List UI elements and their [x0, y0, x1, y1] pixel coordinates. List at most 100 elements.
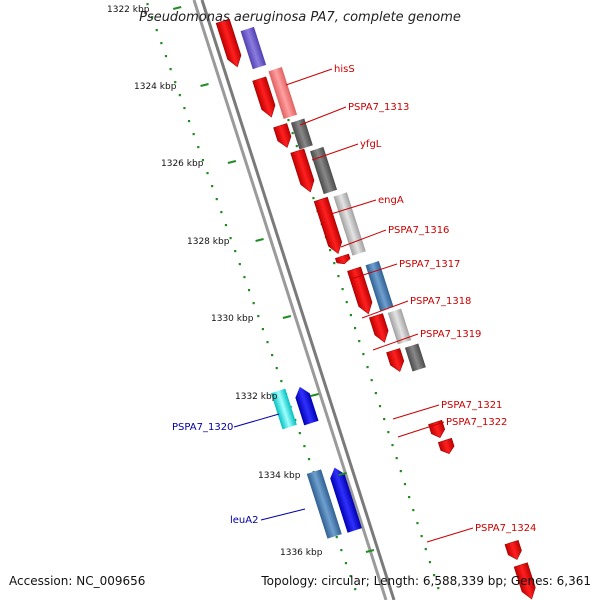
kbp-tick-mark: [282, 315, 292, 319]
tick-dot: [224, 224, 228, 227]
gene-feature-reverse: [295, 386, 319, 426]
leader-line: [361, 300, 409, 319]
gene-feature: [240, 26, 267, 70]
gene-feature: [290, 148, 315, 193]
gene-feature: [365, 261, 394, 311]
gene-feature: [310, 146, 338, 195]
tick-dot: [215, 198, 218, 201]
tick-dot: [155, 29, 158, 32]
tick-dot: [160, 42, 163, 45]
tick-dot: [187, 120, 191, 123]
tick-dot: [183, 107, 186, 110]
tick-dot: [178, 94, 181, 97]
gene-feature: [386, 348, 405, 372]
tick-dot: [295, 145, 298, 148]
tick-dot: [211, 185, 214, 188]
gene-feature: [437, 437, 455, 454]
tick-dot: [220, 211, 223, 214]
tick-dot: [391, 444, 394, 447]
tick-dot: [307, 458, 311, 461]
tick-dot: [151, 16, 154, 19]
accession-text: Accession: NC_009656: [9, 574, 146, 588]
gene-label: PSPA7_1313: [348, 102, 409, 113]
gene-label: PSPA7_1319: [420, 329, 481, 340]
tick-dot: [329, 249, 332, 252]
leader-line: [340, 229, 387, 248]
gene-feature: [404, 343, 426, 372]
tick-dot: [333, 262, 336, 265]
leader-line: [285, 68, 333, 86]
label-leader-lines: [233, 68, 474, 543]
tick-dot: [408, 496, 411, 499]
gene-label: PSPA7_1318: [410, 296, 471, 307]
kbp-tick-mark: [365, 549, 375, 553]
tick-dot: [428, 561, 432, 564]
kbp-tick-mark: [172, 6, 182, 10]
gene-feature: [333, 192, 366, 256]
tick-dot: [416, 522, 419, 525]
leader-line: [260, 508, 306, 521]
genome-backbone: [192, 0, 396, 600]
tick-dot: [201, 159, 204, 162]
tick-dot: [280, 380, 283, 383]
tick-dot: [275, 367, 278, 370]
gene-feature: [268, 67, 298, 119]
gene-label: PSPA7_1322: [446, 417, 507, 428]
tick-dot: [337, 275, 340, 278]
tick-dot: [383, 418, 386, 421]
tick-dot: [362, 353, 365, 356]
leader-line: [350, 263, 398, 280]
tick-dot: [291, 132, 294, 135]
kbp-tick-labels: 1322 kbp 1324 kbp 1326 kbp 1328 kbp 1330 kbp…: [107, 5, 375, 558]
tick-dot: [238, 263, 241, 266]
tick-dot: [437, 587, 440, 590]
tick-dot: [366, 366, 369, 369]
gene-feature: [504, 539, 522, 560]
gene-label: PSPA7_1316: [388, 225, 449, 236]
tick-dot: [420, 535, 423, 538]
kbp-tick-label: 1324 kbp: [134, 82, 177, 92]
tick-dot: [287, 119, 290, 122]
tick-dot: [403, 483, 407, 486]
gene-feature: [215, 18, 242, 68]
tick-dot: [349, 575, 352, 578]
kbp-tick-label: 1322 kbp: [107, 5, 150, 15]
gene-feature: [252, 76, 276, 118]
tick-dot: [399, 470, 402, 473]
tick-dot: [206, 172, 209, 175]
gene-features: [215, 18, 536, 600]
kbp-tick-mark: [310, 393, 319, 397]
gene-feature: [313, 196, 343, 255]
tick-dot: [271, 354, 274, 357]
tick-dot: [247, 289, 251, 292]
gene-label: PSPA7_1317: [399, 259, 460, 270]
gene-feature: [513, 562, 536, 600]
gene-label: PSPA7_1324: [475, 523, 536, 534]
gene-label: PSPA7_1320: [172, 422, 233, 433]
kbp-tick-mark: [255, 238, 264, 242]
tick-dot: [252, 302, 255, 305]
gene-feature: [369, 313, 389, 343]
tick-dot: [243, 276, 246, 279]
leader-line: [311, 143, 359, 161]
tick-dot: [192, 133, 195, 136]
tick-dot: [229, 237, 232, 240]
tick-dot: [349, 314, 352, 317]
kbp-tick-mark: [338, 472, 347, 476]
tick-dot: [358, 340, 361, 343]
kbp-tick-label: 1336 kbp: [280, 548, 323, 558]
tick-dot: [378, 405, 382, 408]
tick-dot: [298, 432, 301, 435]
tick-dot: [424, 548, 427, 551]
tick-dot: [370, 379, 373, 382]
kbp-tick-label: 1326 kbp: [161, 159, 204, 169]
map-title: Pseudomonas aeruginosa PA7, complete gen…: [139, 10, 461, 25]
tick-dot: [340, 549, 343, 552]
tick-dot: [345, 301, 348, 304]
kbp-tick-mark: [200, 83, 209, 87]
tick-dot: [266, 341, 269, 344]
tick-dot: [257, 315, 260, 318]
leader-line: [299, 106, 347, 126]
gene-label: PSPA7_1321: [441, 400, 502, 411]
